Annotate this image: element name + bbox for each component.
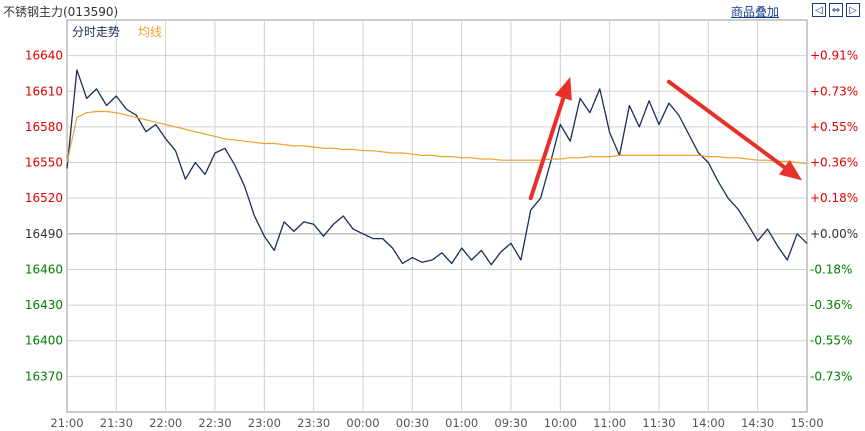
y-tick-label: 16640 — [25, 49, 63, 63]
grid — [67, 20, 807, 412]
x-tick-label: 15:00 — [790, 416, 823, 430]
x-tick-label: 22:30 — [198, 416, 231, 430]
arrow-right-icon[interactable]: ▷ — [846, 3, 860, 17]
average-line — [66, 110, 808, 165]
price-line — [66, 69, 808, 266]
legend-price: 分时走势 — [72, 25, 120, 39]
y-tick-label: 16550 — [25, 156, 63, 170]
arrow-shaft — [666, 79, 787, 170]
y-tick-label-pct: +0.73% — [810, 84, 858, 98]
y-tick-label: 16580 — [25, 120, 63, 134]
x-axis: 21:00 21:30 22:00 22:30 23:00 23:30 00:00 00:30… — [50, 416, 823, 430]
y-tick-label-pct: -0.36% — [810, 298, 852, 312]
x-tick-label: 21:00 — [50, 416, 83, 430]
x-tick-label: 21:30 — [100, 416, 133, 430]
legend: 分时走势 均线 — [72, 25, 162, 39]
legend-average: 均线 — [138, 25, 162, 39]
x-tick-label: 11:30 — [642, 416, 675, 430]
x-tick-label: 01:00 — [445, 416, 478, 430]
x-tick-label: 23:00 — [248, 416, 281, 430]
y-tick-label: 16430 — [25, 298, 63, 312]
y-axis-left: 16640 16610 16580 16550 16520 16490 16460 16430… — [25, 49, 63, 384]
x-tick-label: 00:00 — [346, 416, 379, 430]
x-tick-label: 10:00 — [544, 416, 577, 430]
y-tick-label-pct: -0.73% — [810, 369, 852, 383]
x-tick-label: 00:30 — [396, 416, 429, 430]
overlay-commodity-link[interactable]: 商品叠加 — [731, 5, 780, 19]
series-lines — [66, 69, 808, 266]
arrow-shaft — [528, 95, 566, 201]
y-tick-label-pct: +0.18% — [810, 191, 858, 205]
y-tick-label-pct: +0.36% — [810, 156, 858, 170]
plot-frame — [66, 19, 808, 413]
x-tick-label: 23:30 — [297, 416, 330, 430]
title-bar: 不锈钢主力(013590) 商品叠加 ◁ ⇔ ▷ — [0, 0, 865, 20]
y-tick-label: 16400 — [25, 334, 63, 348]
y-tick-label: 16460 — [25, 262, 63, 276]
y-tick-label: 16370 — [25, 369, 63, 383]
arrow-left-icon[interactable]: ◁ — [812, 3, 826, 17]
y-tick-label: 16520 — [25, 191, 63, 205]
x-tick-label: 09:30 — [494, 416, 527, 430]
y-tick-label-pct: -0.55% — [810, 334, 852, 348]
y-tick-label: 16610 — [25, 84, 63, 98]
x-tick-label: 22:00 — [149, 416, 182, 430]
y-tick-label-pct: +0.00% — [810, 227, 858, 241]
x-tick-label: 11:00 — [593, 416, 626, 430]
annotation-arrows — [528, 77, 803, 201]
instrument-title: 不锈钢主力(013590) — [3, 5, 119, 19]
y-tick-label-pct: -0.18% — [810, 262, 852, 276]
y-tick-label-pct: +0.91% — [810, 49, 858, 63]
x-tick-label: 14:00 — [692, 416, 725, 430]
arrow-expand-icon[interactable]: ⇔ — [829, 3, 843, 17]
arrow-head — [779, 160, 803, 181]
x-tick-label: 14:30 — [741, 416, 774, 430]
y-axis-right: +0.91% +0.73% +0.55% +0.36% +0.18% +0.00% -0.1… — [810, 49, 858, 384]
arrow-head — [554, 77, 572, 101]
y-tick-label-pct: +0.55% — [810, 120, 858, 134]
y-tick-label: 16490 — [25, 227, 63, 241]
